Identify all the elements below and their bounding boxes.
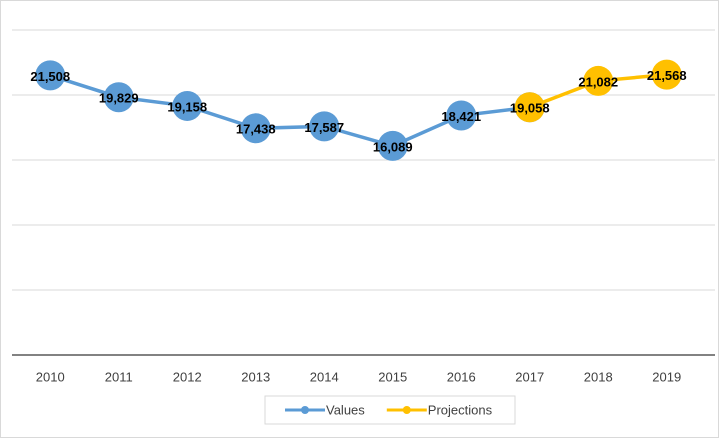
marker — [309, 111, 340, 142]
legend-label: Values — [326, 402, 365, 417]
marker — [377, 130, 408, 161]
x-tick-label: 2014 — [310, 369, 339, 384]
marker — [651, 59, 682, 90]
x-tick-label: 2013 — [241, 369, 270, 384]
marker — [240, 113, 271, 144]
data-label: 21,082 — [578, 74, 618, 89]
marker — [103, 82, 134, 113]
x-tick-label: 2019 — [652, 369, 681, 384]
data-label: 19,058 — [510, 101, 550, 116]
data-label: 16,089 — [373, 139, 413, 154]
data-label: 17,587 — [304, 120, 344, 135]
x-tick-label: 2017 — [515, 369, 544, 384]
data-label: 19,829 — [99, 91, 139, 106]
x-tick-label: 2018 — [584, 369, 613, 384]
data-label: 17,438 — [236, 122, 276, 137]
x-tick-label: 2012 — [173, 369, 202, 384]
legend-marker — [402, 406, 411, 414]
x-tick-label: 2016 — [447, 369, 476, 384]
data-label: 18,421 — [441, 109, 481, 124]
marker — [514, 92, 545, 123]
legend-label: Projections — [428, 402, 493, 417]
marker — [446, 100, 477, 131]
data-label: 19,158 — [167, 99, 207, 114]
marker — [583, 65, 614, 96]
x-tick-label: 2010 — [36, 369, 65, 384]
data-label: 21,508 — [30, 69, 70, 84]
legend: Values Projections — [264, 395, 516, 425]
legend-marker — [301, 406, 309, 414]
marker — [172, 90, 203, 121]
x-tick-label: 2011 — [105, 369, 133, 384]
marker — [35, 60, 66, 91]
x-tick-label: 2015 — [378, 369, 407, 384]
data-label: 21,568 — [647, 68, 687, 83]
